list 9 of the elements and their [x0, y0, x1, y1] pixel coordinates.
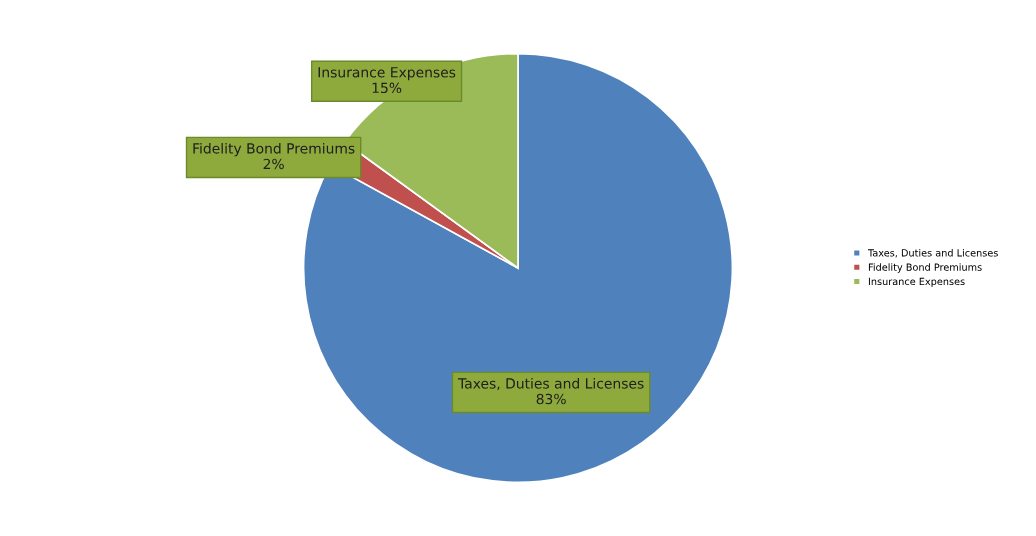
legend-label: Taxes, Duties and Licenses: [867, 249, 998, 258]
legend-label: Fidelity Bond Premiums: [868, 263, 982, 273]
data-label: 83%: [536, 393, 566, 405]
data-label: 2%: [263, 158, 284, 170]
data-label: 15%: [372, 82, 402, 94]
legend-label: Insurance Expenses: [868, 277, 965, 287]
slice-label: Taxes, Duties and Licenses: [457, 377, 644, 391]
slice-label: Insurance Expenses: [318, 67, 456, 81]
slice-label: Fidelity Bond Premiums: [193, 142, 355, 157]
